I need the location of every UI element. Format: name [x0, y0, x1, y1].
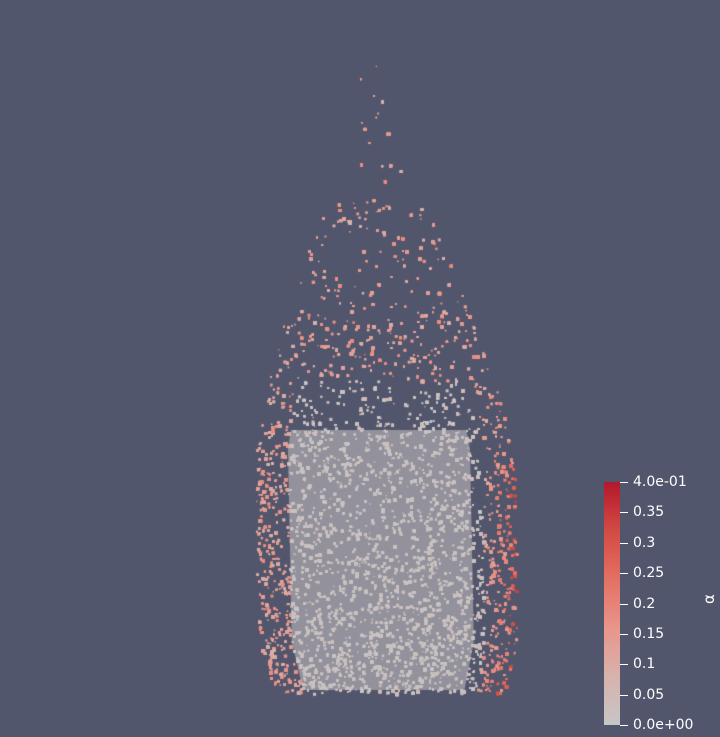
- colorbar-tick-label: 0.1: [633, 656, 656, 672]
- colorbar-tick-mark: [620, 664, 628, 665]
- colorbar: [604, 482, 620, 725]
- colorbar-tick-mark: [620, 482, 628, 483]
- colorbar-tick-label: 0.25: [633, 565, 665, 581]
- colorbar-tick-label: 0.0e+00: [633, 717, 694, 733]
- colorbar-tick-mark: [620, 512, 628, 513]
- colorbar-title: α: [700, 594, 718, 604]
- colorbar-tick-label: 0.05: [633, 687, 665, 703]
- colorbar-tick-mark: [620, 543, 628, 544]
- colorbar-tick-mark: [620, 725, 628, 726]
- colorbar-tick-mark: [620, 695, 628, 696]
- colorbar-tick-mark: [620, 604, 628, 605]
- colorbar-tick-label: 0.3: [633, 535, 656, 551]
- colorbar-tick-label: 4.0e-01: [633, 474, 687, 490]
- colorbar-tick-label: 0.35: [633, 504, 665, 520]
- colorbar-tick-label: 0.2: [633, 596, 656, 612]
- colorbar-tick-mark: [620, 634, 628, 635]
- colorbar-tick-mark: [620, 573, 628, 574]
- colorbar-tick-label: 0.15: [633, 626, 665, 642]
